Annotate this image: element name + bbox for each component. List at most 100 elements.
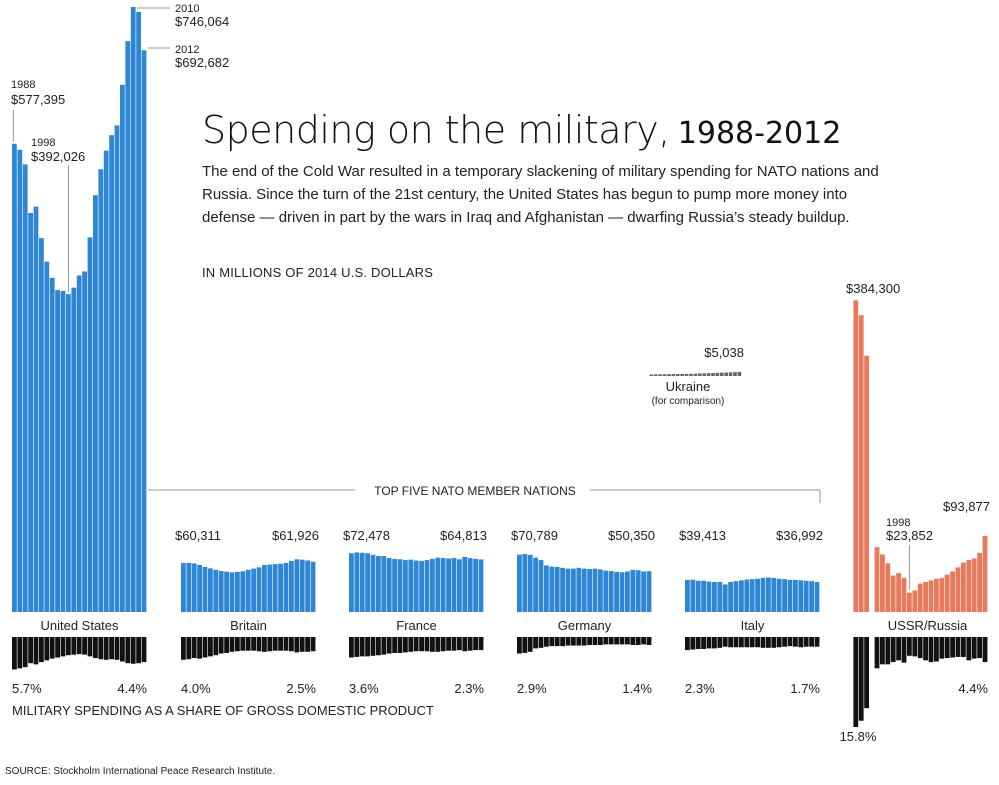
ukraine-spending-bar (676, 374, 680, 376)
us-gdp-bar (114, 637, 120, 660)
us-spending-bar (28, 213, 33, 612)
germany-gdp-bar (533, 637, 538, 649)
france-spending-bar (451, 558, 457, 612)
us-spending-bar (17, 149, 23, 613)
italy-gdp-bar (685, 637, 690, 651)
italy-spending-bar (744, 579, 750, 612)
germany-gdp-bar (630, 637, 636, 645)
italy-spending-bar (690, 579, 696, 612)
germany-spending-bar (646, 571, 652, 612)
germany-gdp-bar (560, 637, 565, 647)
us-gdp-bar (93, 637, 98, 659)
italy-spending-bar (782, 579, 787, 612)
russia-spending-bar (901, 577, 907, 612)
germany-spending-bar (571, 568, 576, 612)
britain-gdp-bar (202, 637, 208, 658)
france-gdp-bar (413, 637, 419, 652)
france-spending-bar (473, 558, 478, 612)
france-gdp-bar (478, 637, 484, 651)
russia-gdp-bar (880, 637, 885, 665)
us-spending-bar (125, 41, 131, 612)
germany-spending-bar (527, 554, 533, 612)
germany-spending-bar (630, 569, 636, 612)
britain-spending-bar (251, 568, 256, 612)
italy-gdp-bar (798, 637, 804, 648)
title-text: Spending on the military, (202, 108, 670, 152)
britain-gdp-bar (278, 637, 283, 651)
britain-spending-bar (299, 559, 305, 612)
britain-gdp-bar (208, 637, 213, 657)
russia-spending-bar (971, 558, 977, 612)
germany-gdp-bar (641, 637, 646, 645)
france-spending-bar (392, 558, 397, 612)
russia-end-label: $93,877 (943, 499, 990, 514)
france-gdp-bar (365, 637, 370, 657)
russia-gdp-bar (966, 637, 972, 661)
us-gdp-bar (17, 637, 23, 669)
us-spending-bar (12, 143, 17, 612)
france-gdp-bar (419, 637, 424, 652)
italy-gdp-bar (706, 637, 712, 649)
france-end-label: $64,813 (440, 528, 487, 543)
us-spending-bar (93, 195, 98, 612)
russia-spending-bar (955, 567, 961, 612)
britain-gdp-start-label: 4.0% (181, 681, 211, 696)
us-gdp-bar (136, 637, 141, 664)
france-spending-bar (457, 559, 462, 612)
italy-spending-bar (755, 578, 760, 612)
russia-gdp-bar (912, 637, 918, 657)
us-spending-bar (109, 135, 114, 612)
france-gdp-bar (392, 637, 397, 653)
russia-gdp-bar (901, 637, 907, 663)
britain-spending-bar (229, 572, 235, 612)
britain-gdp-end-label: 2.5% (286, 681, 316, 696)
france-gdp-bar (376, 637, 381, 656)
ukraine-spending-bar (662, 374, 667, 376)
ukraine-spending-bar (737, 371, 742, 376)
britain-gdp-bar (186, 637, 192, 660)
russia-gdp-bar (923, 637, 928, 661)
germany-gdp-bar (635, 637, 641, 645)
france-spending-bar (413, 560, 419, 612)
france-spending-bar (446, 558, 451, 612)
ukraine-spending-bar (671, 374, 676, 376)
russia-gdp-start-label: 15.8% (840, 729, 877, 744)
britain-spending-bar (213, 569, 219, 612)
russia-spending-bar (880, 554, 885, 612)
annotation-year-2012: 2012 (175, 44, 199, 56)
germany-gdp-bar (646, 637, 652, 645)
italy-spending-bar (701, 580, 706, 612)
britain-spending-bar (202, 566, 208, 612)
us-spending-bar (66, 294, 71, 612)
france-spending-bar (365, 553, 370, 612)
germany-gdp-start-label: 2.9% (517, 681, 547, 696)
france-spending-bar (440, 558, 446, 612)
russia-gdp-bar (950, 637, 955, 658)
germany-gdp-bar (544, 637, 549, 647)
italy-gdp-bar (717, 637, 723, 648)
us-country-label: United States (40, 618, 119, 633)
russia-gdp-bar (907, 637, 912, 656)
ukraine-spending-bar (711, 372, 715, 376)
germany-spending-bar (608, 571, 614, 612)
france-gdp-bar (370, 637, 376, 656)
germany-gdp-bar (603, 637, 609, 645)
britain-spending-bar (305, 560, 310, 612)
germany-gdp-bar (522, 637, 528, 653)
russia-gdp-end-label: 4.4% (958, 681, 988, 696)
us-gdp-bar (12, 637, 17, 670)
britain-spending-bar (240, 571, 246, 612)
italy-gdp-bar (722, 637, 728, 647)
germany-spending-bar (533, 557, 538, 612)
us-gdp-bar (60, 637, 66, 657)
germany-gdp-bar (576, 637, 582, 646)
us-gdp-bar (141, 637, 147, 663)
ukraine-spending-bar (724, 372, 728, 376)
italy-spending-bar (717, 581, 723, 612)
russia-spending-bar (977, 552, 982, 612)
annotation-year-russia-1998: 1998 (886, 517, 910, 529)
germany-gdp-bar (527, 637, 533, 652)
ukraine-spending-bar (728, 372, 733, 376)
russia-gdp-bar (982, 637, 988, 663)
us-gdp-bar (120, 637, 125, 662)
